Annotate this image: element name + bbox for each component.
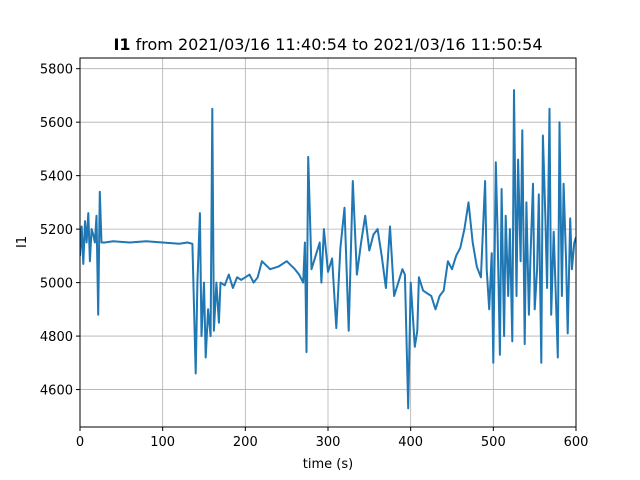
plot-series <box>80 89 576 410</box>
y-axis-label: I1 <box>15 236 30 248</box>
y-tick-label: 4600 <box>40 384 73 399</box>
y-tick-label: 5600 <box>40 116 73 131</box>
y-tick-label: 5200 <box>40 223 73 238</box>
x-tick-label: 400 <box>398 435 423 450</box>
gridlines <box>79 58 577 427</box>
x-tick-label: 0 <box>76 435 84 450</box>
x-tick-label: 500 <box>481 435 506 450</box>
chart-title-rest: from 2021/03/16 11:40:54 to 2021/03/16 1… <box>131 35 543 54</box>
x-tick-label: 600 <box>564 435 589 450</box>
y-tick-label: 5800 <box>40 63 73 78</box>
chart-title-bold: I1 <box>113 35 130 54</box>
x-tick-label: 100 <box>150 435 175 450</box>
x-tick-label: 200 <box>233 435 258 450</box>
y-tick-label: 5000 <box>40 277 73 292</box>
y-tick-label: 4800 <box>40 330 73 345</box>
axis-ticks: 0 100 200 300 400 500 600 4600 4800 5000 5200 5400 5… <box>40 63 589 450</box>
x-tick-label: 300 <box>316 435 341 450</box>
series-line <box>80 89 576 410</box>
y-tick-label: 5400 <box>40 170 73 185</box>
chart-title: I1 from 2021/03/16 11:40:54 to 2021/03/1… <box>113 35 542 54</box>
x-axis-label: time (s) <box>303 457 353 472</box>
